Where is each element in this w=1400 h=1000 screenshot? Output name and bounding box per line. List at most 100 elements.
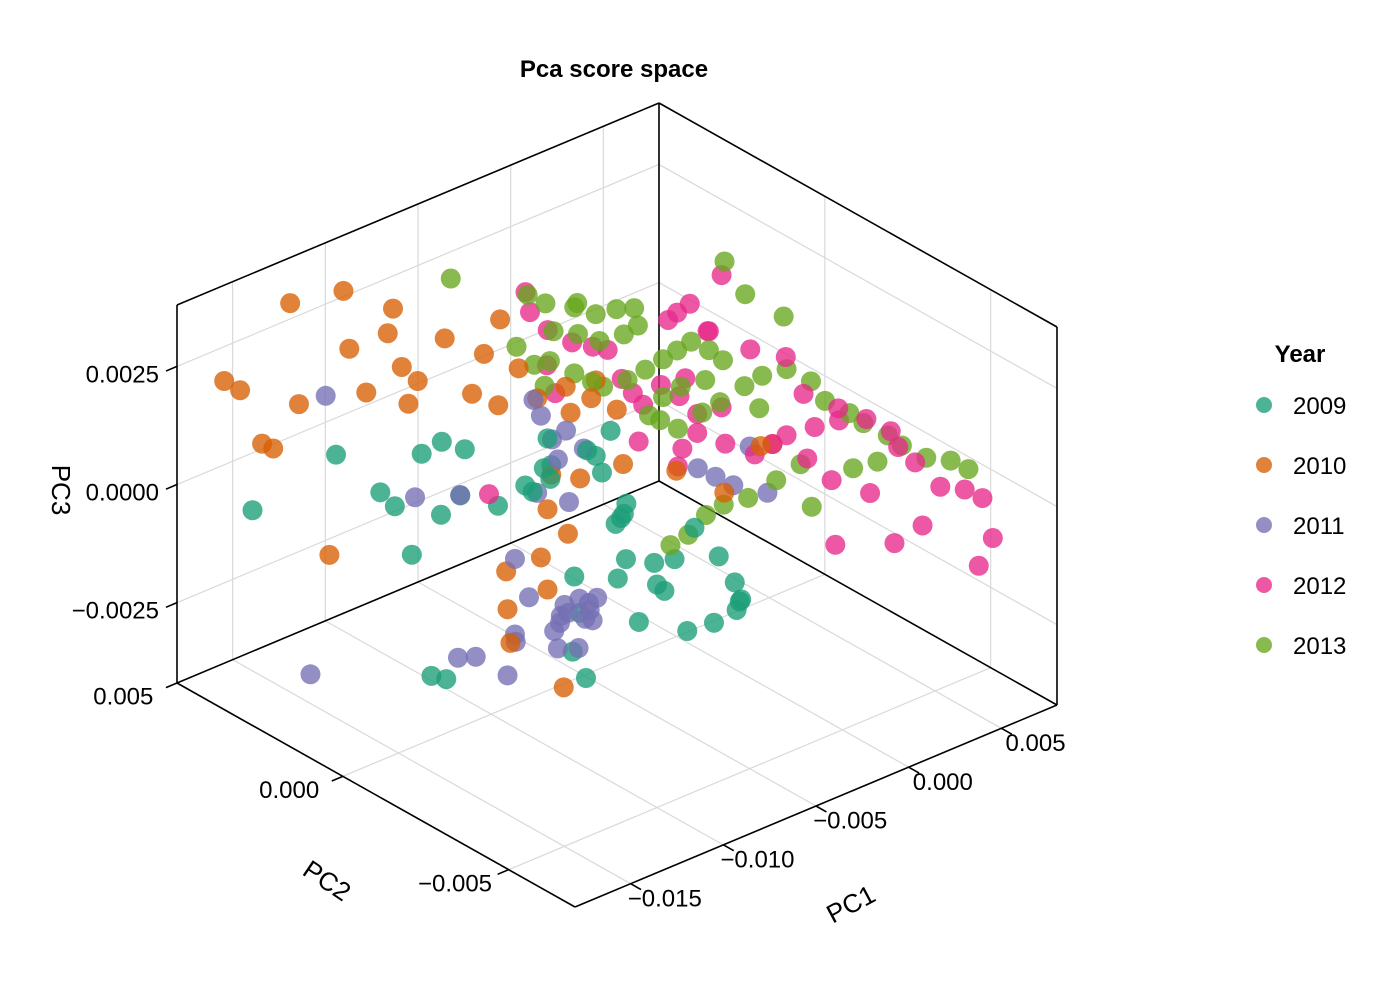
gridline-z-sidewall (658, 282, 1058, 508)
data-point-2009 (575, 668, 596, 689)
data-point-2010 (252, 433, 273, 454)
data-point-2009 (431, 504, 451, 525)
tick-marks (165, 365, 1013, 891)
data-point-2013 (589, 330, 610, 351)
data-point-2012 (828, 398, 849, 419)
data-point-2013 (639, 405, 660, 426)
data-point-2010 (606, 399, 627, 420)
z-tick (165, 483, 178, 490)
data-point-2010 (434, 328, 455, 349)
legend-label-2010: 2010 (1293, 453, 1346, 480)
data-point-2013 (752, 365, 773, 386)
y-axis-line (176, 682, 576, 908)
data-point-2012 (982, 528, 1003, 549)
data-point-2011 (550, 612, 571, 633)
data-point-2009 (591, 462, 612, 483)
data-point-2013 (635, 359, 656, 380)
data-point-2013 (773, 306, 794, 327)
data-point-2013 (606, 299, 627, 320)
data-point-2013 (617, 370, 638, 391)
legend-label-2013: 2013 (1293, 633, 1346, 660)
data-point-2011 (575, 608, 596, 629)
data-point-2013 (710, 392, 731, 413)
data-point-2009 (615, 549, 636, 570)
data-point-2011 (559, 491, 580, 512)
data-point-2009 (564, 566, 585, 587)
x-tick-label: −0.015 (628, 885, 702, 912)
data-point-2010 (490, 309, 511, 330)
data-point-2009 (607, 568, 628, 589)
z-tick (165, 601, 178, 609)
data-point-2012 (930, 476, 951, 497)
gridline-z-sidewall (658, 163, 1058, 389)
data-point-2013 (539, 351, 560, 372)
frame-edge-bottom-back-inner (176, 480, 660, 684)
data-point-2009 (628, 611, 649, 632)
data-point-2010 (537, 499, 558, 520)
gridline-x-floor (603, 503, 1002, 729)
data-point-2013 (801, 496, 822, 517)
data-point-2011 (556, 420, 577, 441)
data-point-2012 (954, 479, 975, 500)
data-point-2009 (454, 439, 475, 460)
data-point-2009 (401, 544, 422, 565)
legend-marker-2010 (1256, 457, 1272, 473)
grid-lines (176, 103, 1058, 885)
legend-title: Year (1275, 341, 1326, 368)
data-point-2011 (530, 405, 551, 426)
frame-edge-top-back (176, 102, 660, 306)
x-tick-label: −0.010 (720, 847, 794, 874)
data-point-2013 (653, 387, 674, 408)
data-point-2013 (695, 504, 716, 525)
data-point-2010 (553, 677, 574, 698)
data-point-2009 (616, 493, 637, 514)
data-point-2010 (488, 395, 509, 416)
gridline-y-floor (508, 667, 991, 871)
data-point-2010 (557, 523, 578, 544)
data-point-2009 (684, 517, 705, 538)
data-point-2011 (547, 449, 568, 470)
data-point-2009 (431, 431, 452, 452)
data-point-2013 (624, 298, 645, 319)
data-point-2012 (797, 448, 818, 469)
data-point-2013 (535, 293, 556, 314)
data-point-2011 (447, 647, 468, 668)
data-point-2013 (567, 324, 588, 345)
data-point-2012 (519, 302, 540, 323)
data-point-2009 (647, 574, 668, 595)
z-tick-label: 0.0025 (86, 361, 159, 388)
frame-edge-bottom-right-inner (658, 480, 1058, 706)
data-point-2013 (738, 487, 759, 508)
data-point-2010 (581, 388, 602, 409)
data-point-2010 (383, 298, 404, 319)
data-point-2012 (825, 534, 846, 555)
data-point-2011 (300, 664, 321, 685)
y-tick (331, 775, 344, 782)
data-point-2013 (695, 370, 716, 391)
data-point-2012 (776, 425, 797, 446)
data-point-2010 (356, 382, 377, 403)
data-point-2013 (734, 376, 755, 397)
data-point-2012 (884, 533, 905, 554)
data-point-2011 (568, 638, 589, 659)
data-point-2010 (288, 394, 309, 415)
data-point-2010 (500, 632, 521, 653)
data-point-2011 (504, 548, 525, 569)
data-point-2012 (968, 555, 989, 576)
y-tick (497, 868, 509, 876)
data-point-2009 (370, 482, 391, 503)
data-point-2011 (315, 385, 336, 406)
data-point-2010 (280, 293, 301, 314)
data-point-2012 (860, 483, 881, 504)
data-point-2011 (578, 592, 599, 613)
data-point-2011 (705, 466, 726, 487)
y-tick-label: 0.000 (259, 777, 319, 804)
data-point-2013 (749, 398, 770, 419)
data-point-2011 (450, 485, 471, 506)
gridline-z-backwall (176, 163, 660, 367)
data-point-2011 (497, 665, 518, 686)
z-axis-label: PC3 (46, 465, 76, 516)
data-point-2010 (570, 468, 591, 489)
gridline-x-floor (417, 581, 817, 807)
data-point-2013 (867, 451, 888, 472)
